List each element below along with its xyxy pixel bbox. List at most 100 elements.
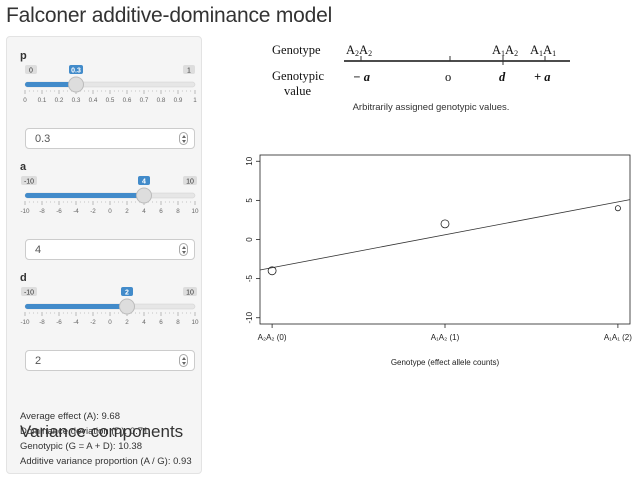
d-slider-min-badge [21,287,37,296]
a-input[interactable]: 4 [25,239,195,260]
variance-heading: Variance components [20,422,184,441]
p-input-spinner-icon[interactable] [179,132,188,145]
d-input-value: 2 [35,355,42,367]
p-slider-max-text: 1 [187,68,191,75]
diagram-value-plus-a: + a [534,70,551,84]
p-slider-max-badge [183,65,195,74]
d-slider-handle[interactable] [119,298,135,315]
diagram-genotype-label: Genotype [272,43,321,57]
d-slider-fill [25,304,127,309]
d-slider-tick-label: -10 [20,319,30,326]
a-slider-tick-label: 2 [125,208,129,215]
plot-y-tick-label: 10 [245,156,254,165]
p-slider-tick-label: 0.5 [106,97,115,104]
plot-x-tick-label: A₁A₂ (1) [431,333,460,342]
p-slider[interactable]: 0 1 0.3 0 0.1 0.2 0.3 0.4 0.5 0.6 0.7 0.8 0.9 1 [23,64,197,112]
diagram-caption: Arbitrarily assigned genotypic values. [352,102,510,113]
variance-line-average-effect: Average effect (A): 9.68 [20,411,120,422]
d-slider-max-badge [183,287,197,296]
d-slider-max-text: 10 [186,290,194,297]
d-slider-min-text: -10 [24,290,34,297]
variance-line-dominance: Dominance deviation (D): 0.71 [20,426,149,437]
p-input-value: 0.3 [35,133,51,145]
d-slider-tick-label: -2 [90,319,96,326]
a-slider-tick-label: -8 [39,208,45,215]
plot-y-tick-label: 5 [245,198,254,203]
a-slider[interactable]: -10 10 4 -10 -8 -6 -4 -2 0 2 4 6 8 10 [20,175,199,223]
a-slider-value-badge [138,176,150,185]
diagram-value-minus-a: − a [353,70,370,84]
a-slider-tick-label: 4 [142,208,146,215]
a-slider-tick-label: 0 [108,208,112,215]
p-slider-min-text: 0 [29,68,33,75]
plot-point [267,266,277,276]
p-slider-tick-label: 0 [23,97,27,104]
d-slider-tick-label: 0 [108,319,112,326]
plot-x-tick-label: A₂A₂ (0) [258,333,287,342]
p-slider-tick-label: 0.1 [38,97,47,104]
genotype-scatter-plot: -10 -5 0 5 10 A₂A₂ (0) A₁A₂ (1) A₁A₁ (2) Genot… [245,154,632,367]
p-slider-svg: 0 1 0.3 0 0.1 0.2 0.3 0.4 0.5 0.6 0.7 0.8 0.9 1 [23,65,197,104]
d-slider-tick-label: 10 [191,319,199,326]
plot-y-tick-label: -5 [245,275,254,283]
app-title: Falconer additive-dominance model [6,4,333,27]
variance-line-genotypic: Genotypic (G = A + D): 10.38 [20,441,142,452]
a-slider-max-badge [183,176,197,185]
plot-y-axis: -10 -5 0 5 10 [245,156,260,324]
a-slider-tick-label: -2 [90,208,96,215]
plot-y-tick-label: 0 [245,237,254,242]
plot-y-tick-label: -10 [245,311,254,323]
p-slider-ticks: 0 0.1 0.2 0.3 0.4 0.5 0.6 0.7 0.8 0.9 1 [23,90,197,104]
diagram-value-d: d [499,70,506,84]
d-slider-ticks: -10 -8 -6 -4 -2 0 2 4 6 8 10 [20,312,199,326]
p-slider-tick-label: 0.8 [157,97,166,104]
plot-x-axis-title: Genotype (effect allele counts) [391,358,500,367]
d-slider-tick-label: 6 [159,319,163,326]
a-slider-tick-label: -4 [73,208,79,215]
a-slider-min-text: -10 [24,179,34,186]
d-input[interactable]: 2 [25,350,195,371]
a-label: a [20,161,27,173]
d-slider[interactable]: -10 10 2 -10 -8 -6 -4 -2 0 2 4 6 8 10 [20,286,199,334]
diagram-genotype-a1a1: A1A1 [530,43,556,58]
d-slider-tick-label: 2 [125,319,129,326]
d-slider-tick-label: 4 [142,319,146,326]
d-slider-tick-label: -8 [39,319,45,326]
p-slider-handle[interactable] [68,76,84,93]
d-slider-tick-label: -6 [56,319,62,326]
a-slider-handle[interactable] [136,187,152,204]
p-slider-fill [25,82,76,87]
sidebar-panel: p 0 1 0.3 0 0.1 0.2 0.3 0.4 0.5 0.6 0.7 0.8 0.9 1 … [6,36,202,474]
plot-x-tick-label: A₁A₁ (2) [604,333,632,342]
a-slider-value-text: 4 [142,179,146,186]
diagram-value-label: value [284,84,312,98]
plot-fit-line [259,199,631,271]
p-slider-tick-label: 0.2 [55,97,64,104]
a-slider-ticks: -10 -8 -6 -4 -2 0 2 4 6 8 10 [20,201,199,215]
p-slider-tick-label: 0.4 [89,97,98,104]
a-slider-tick-label: -6 [56,208,62,215]
p-input[interactable]: 0.3 [25,128,195,149]
plot-x-axis: A₂A₂ (0) A₁A₂ (1) A₁A₁ (2) [258,324,632,342]
a-slider-tick-label: 8 [176,208,180,215]
a-input-spinner-icon[interactable] [179,243,188,256]
a-slider-tick-label: 10 [191,208,199,215]
plot-points [267,205,621,276]
plot-frame [259,154,631,325]
d-input-spinner-icon[interactable] [179,354,188,367]
p-slider-tick-label: 0.9 [174,97,183,104]
a-slider-min-badge [21,176,37,185]
d-label: d [20,272,27,284]
a-input-value: 4 [35,244,42,256]
plot-point [614,205,621,212]
a-slider-fill [25,193,144,198]
plot-point [440,219,450,229]
d-slider-tick-label: 8 [176,319,180,326]
p-slider-value-badge [69,65,83,74]
d-slider-value-text: 2 [125,290,129,297]
diagram-genotype-a1a2: A1A2 [492,43,518,58]
diagram-genotype-a2a2: A2A2 [346,43,372,58]
diagram-genotypic-label: Genotypic [272,69,325,83]
p-label: p [20,50,27,62]
variance-line-proportion: Additive variance proportion (A / G): 0.… [20,456,192,467]
